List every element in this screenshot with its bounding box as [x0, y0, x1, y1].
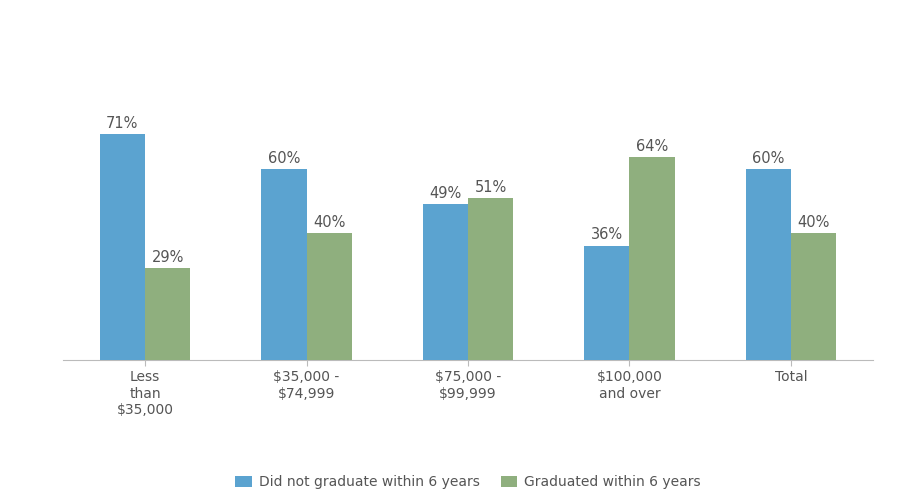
Text: 29%: 29%	[151, 250, 184, 264]
Bar	[468, 198, 513, 360]
Bar	[584, 246, 629, 360]
Bar	[145, 268, 190, 360]
Text: 71%: 71%	[106, 116, 139, 132]
Text: 51%: 51%	[474, 180, 507, 195]
Text: 40%: 40%	[313, 215, 346, 230]
Bar	[746, 170, 791, 360]
Text: 64%: 64%	[636, 138, 668, 154]
Text: 60%: 60%	[267, 151, 300, 166]
Text: 40%: 40%	[797, 215, 830, 230]
Bar	[307, 233, 352, 360]
Bar	[261, 170, 307, 360]
Bar	[100, 134, 145, 360]
Text: 49%: 49%	[429, 186, 462, 201]
Bar	[791, 233, 836, 360]
Text: 36%: 36%	[590, 228, 623, 242]
Bar	[629, 156, 675, 360]
Legend: Did not graduate within 6 years, Graduated within 6 years: Did not graduate within 6 years, Graduat…	[230, 470, 706, 494]
Text: 60%: 60%	[752, 151, 785, 166]
Bar	[423, 204, 468, 360]
